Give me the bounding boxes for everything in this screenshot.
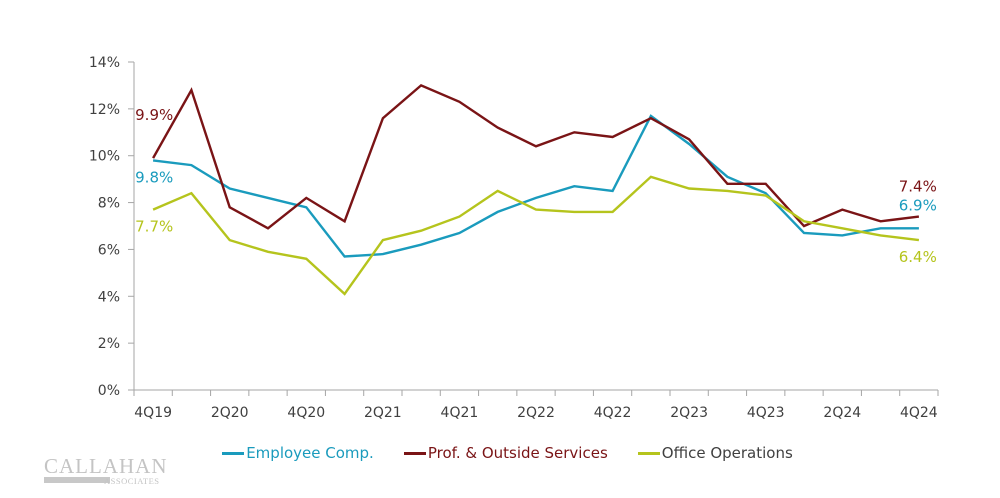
x-tick-label: 4Q20 — [287, 405, 325, 421]
x-tick-label: 2Q23 — [670, 405, 708, 421]
end-label-office-operations: 6.4% — [899, 248, 937, 266]
y-tick-label: 0% — [98, 383, 120, 399]
legend-label-employee-comp: Employee Comp. — [246, 444, 374, 462]
axes: 0% 2% 4% 6% 8% 10% 12% 14% 4Q19 2Q20 4Q20 2Q21 4Q21 2… — [89, 55, 939, 421]
legend-label-prof-outside-services: Prof. & Outside Services — [427, 444, 608, 462]
start-label-office-operations: 7.7% — [135, 218, 173, 236]
logo-bar — [44, 477, 110, 483]
x-tick-label: 4Q24 — [900, 405, 938, 421]
x-tick-label: 4Q23 — [747, 405, 785, 421]
logo-sub: ASSOCIATES — [104, 476, 160, 486]
y-tick-label: 8% — [98, 196, 120, 212]
x-tick-label: 4Q19 — [134, 405, 172, 421]
start-label-employee-comp: 9.8% — [135, 168, 173, 186]
legend-item-employee-comp[interactable]: Employee Comp. — [222, 444, 374, 462]
end-label-prof-outside-services: 7.4% — [899, 178, 937, 196]
data-labels: 9.8% 6.9% 9.9% 7.4% 7.7% 6.4% — [135, 106, 937, 266]
line-chart: 0% 2% 4% 6% 8% 10% 12% 14% 4Q19 2Q20 4Q20 2Q21 4Q21 2… — [89, 55, 939, 421]
y-tick-label: 14% — [89, 55, 120, 71]
y-tick-label: 6% — [98, 242, 120, 258]
legend-swatch-office-operations — [637, 451, 660, 455]
series-line-employee-comp — [152, 114, 919, 258]
legend-swatch-employee-comp — [222, 451, 245, 455]
legend-swatch-prof-outside-services — [403, 451, 426, 455]
y-tick-label: 10% — [89, 149, 120, 165]
end-label-employee-comp: 6.9% — [899, 196, 937, 214]
y-tick-label: 4% — [98, 289, 120, 305]
x-tick-label: 2Q22 — [517, 405, 555, 421]
x-tick-label: 4Q22 — [594, 405, 632, 421]
y-tick-label: 12% — [89, 102, 120, 118]
x-tick-label: 2Q20 — [211, 405, 249, 421]
callahan-logo: CALLAHAN ASSOCIATES — [44, 454, 168, 486]
start-label-prof-outside-services: 9.9% — [135, 106, 173, 124]
series-group — [152, 84, 920, 296]
legend-label-office-operations: Office Operations — [661, 444, 793, 462]
x-tick-label: 2Q21 — [364, 405, 402, 421]
series-line-office-operations — [152, 175, 920, 296]
series-line-prof-outside-services — [152, 84, 920, 230]
legend-item-office-operations[interactable]: Office Operations — [637, 444, 793, 462]
logo-name: CALLAHAN — [44, 454, 168, 478]
x-tick-label: 2Q24 — [823, 405, 861, 421]
legend: Employee Comp. Prof. & Outside Services … — [0, 444, 1000, 462]
legend-item-prof-outside-services[interactable]: Prof. & Outside Services — [403, 444, 608, 462]
y-tick-label: 2% — [98, 336, 120, 352]
x-tick-label: 4Q21 — [441, 405, 479, 421]
